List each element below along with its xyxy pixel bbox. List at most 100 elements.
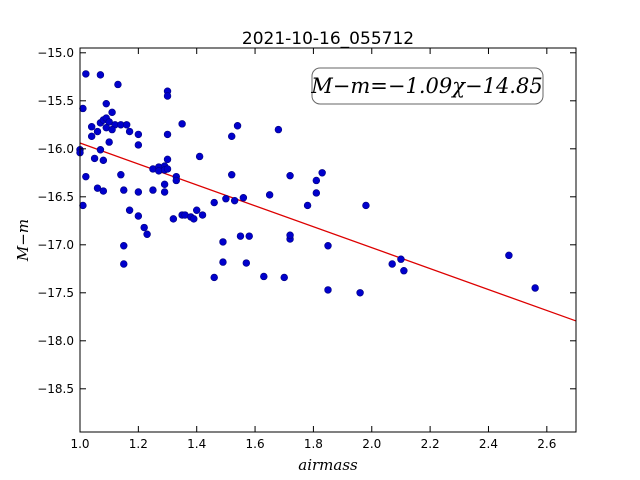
data-point: [143, 230, 151, 238]
data-point: [87, 123, 96, 131]
data-point: [140, 223, 148, 232]
data-point: [303, 201, 312, 210]
data-point: [219, 258, 227, 266]
data-point: [163, 130, 172, 139]
data-point: [82, 172, 90, 181]
data-point: [228, 171, 236, 179]
data-point: [120, 260, 128, 268]
data-point: [400, 267, 408, 275]
x-tick-label: 1.0: [70, 437, 89, 451]
y-tick-label: −17.5: [37, 286, 74, 300]
data-point: [245, 232, 253, 240]
data-point: [260, 272, 268, 281]
data-point: [79, 201, 87, 210]
data-point: [388, 260, 396, 268]
y-tick-label: −18.5: [37, 382, 74, 396]
data-point: [102, 99, 110, 108]
x-tick-label: 2.0: [362, 437, 381, 451]
data-point: [93, 127, 102, 136]
data-points: [76, 70, 539, 297]
data-point: [397, 255, 405, 263]
data-point: [242, 259, 251, 267]
data-point: [99, 156, 108, 165]
data-point: [210, 273, 218, 282]
y-tick-label: −15.5: [37, 94, 74, 108]
data-point: [105, 118, 113, 126]
x-tick-label: 2.2: [421, 437, 440, 451]
data-point: [96, 146, 105, 154]
y-axis-ticks: −15.0 −15.5 −16.0 −16.5 −17.0 −17.5 −18.0 −18.5: [37, 46, 576, 396]
data-point: [149, 186, 157, 194]
x-axis-label: airmass: [298, 456, 358, 474]
data-point: [318, 169, 326, 177]
data-point: [134, 141, 143, 149]
plot-area: [79, 47, 577, 433]
data-point: [114, 80, 122, 89]
x-tick-label: 1.8: [304, 437, 323, 451]
data-point: [178, 120, 186, 128]
x-tick-label: 2.4: [479, 437, 498, 451]
y-tick-label: −15.0: [37, 46, 74, 60]
data-point: [90, 154, 99, 163]
data-point: [195, 152, 204, 161]
data-point: [93, 184, 102, 192]
data-point: [169, 215, 178, 223]
data-point: [160, 180, 169, 189]
data-point: [172, 176, 180, 185]
data-point: [356, 289, 364, 297]
data-point: [531, 284, 539, 292]
annotation-text: M−m=−1.09χ−14.85: [310, 74, 542, 98]
data-point: [117, 171, 125, 179]
x-tick-label: 1.4: [187, 437, 206, 451]
data-point: [163, 92, 172, 100]
y-axis-label: M−m: [14, 219, 32, 262]
x-axis-ticks: 1.0 1.2 1.4 1.6 1.8 2.0 2.2 2.4 2.6: [70, 48, 556, 451]
y-tick-label: −18.0: [37, 334, 74, 348]
data-point: [190, 215, 198, 223]
data-point: [120, 242, 128, 250]
data-point: [228, 132, 236, 141]
data-point: [233, 122, 242, 130]
data-point: [160, 188, 169, 196]
data-point: [125, 206, 134, 214]
data-point: [280, 273, 288, 282]
data-point: [236, 232, 245, 240]
data-point: [312, 189, 321, 197]
data-point: [87, 132, 96, 141]
data-point: [79, 104, 87, 113]
data-point: [120, 186, 128, 194]
equation-annotation: M−m=−1.09χ−14.85: [310, 67, 544, 105]
data-point: [96, 71, 105, 79]
y-tick-label: −16.5: [37, 190, 74, 204]
data-point: [324, 286, 332, 294]
data-point: [198, 211, 207, 219]
y-tick-label: −17.0: [37, 238, 74, 252]
data-point: [108, 125, 116, 134]
data-point: [105, 138, 113, 146]
data-point: [222, 195, 230, 203]
data-point: [134, 130, 143, 139]
annotation-box: [311, 67, 544, 105]
data-point: [134, 188, 143, 196]
data-point: [286, 231, 294, 239]
data-point: [362, 201, 370, 210]
y-tick-label: −16.0: [37, 142, 74, 156]
data-point: [324, 242, 332, 250]
data-point: [265, 191, 274, 199]
data-point: [125, 127, 134, 136]
data-point: [505, 251, 513, 260]
x-tick-label: 1.6: [246, 437, 265, 451]
x-tick-label: 1.2: [129, 437, 148, 451]
data-point: [99, 187, 108, 195]
data-point: [239, 194, 248, 202]
data-point: [230, 196, 239, 205]
data-point: [163, 165, 172, 173]
data-point: [82, 70, 90, 78]
data-point: [122, 121, 131, 129]
data-point: [210, 198, 218, 207]
data-point: [108, 108, 116, 117]
data-point: [286, 171, 294, 180]
data-point: [163, 155, 172, 164]
data-point: [274, 125, 283, 134]
